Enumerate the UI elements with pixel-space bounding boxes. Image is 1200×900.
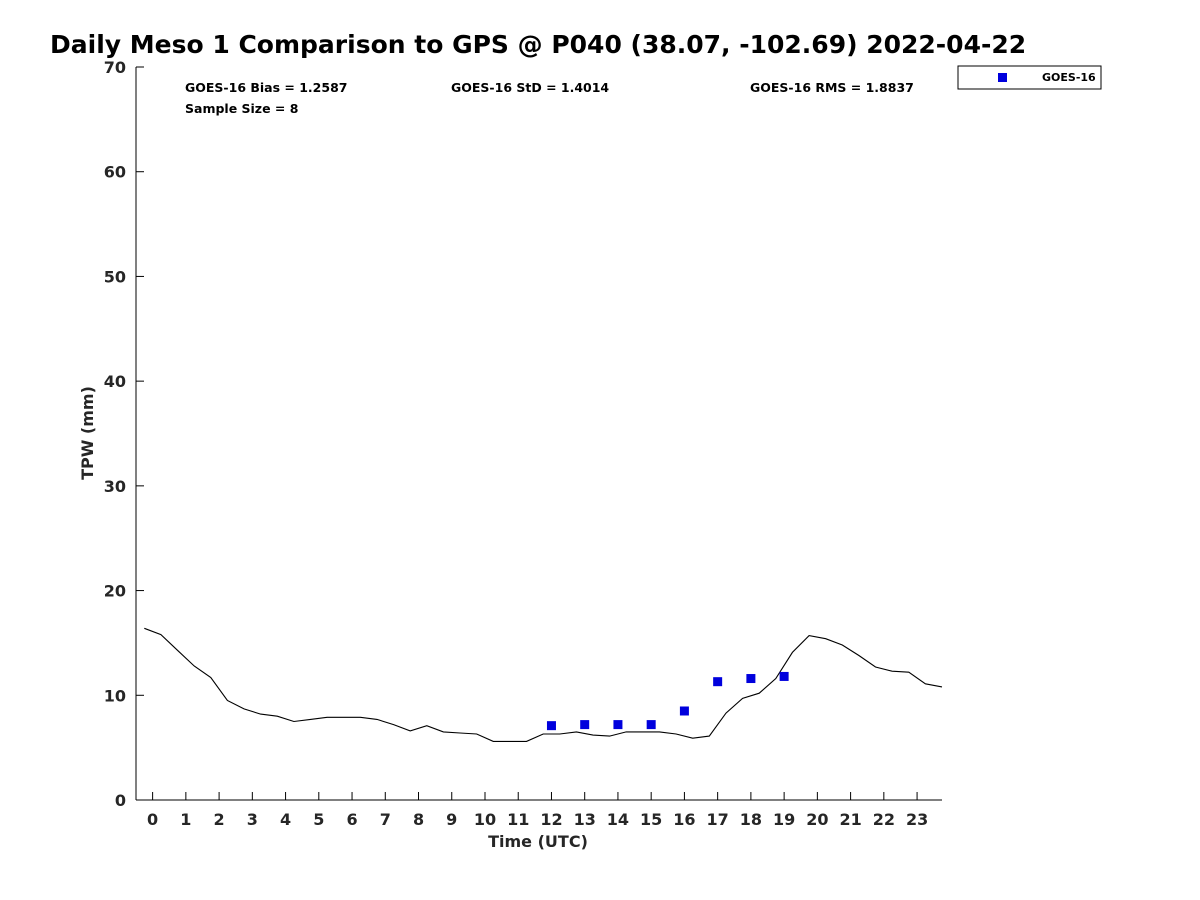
x-tick-label: 14: [607, 810, 629, 829]
gps-tpw-line: [144, 627, 943, 742]
goes16-point: [679, 706, 689, 716]
x-tick-label: 1: [180, 810, 191, 829]
legend-box: [957, 65, 1102, 90]
goes16-point: [713, 677, 723, 687]
x-tick-label: 13: [574, 810, 596, 829]
legend: GOES-16: [957, 65, 1102, 90]
sample-size-stat: Sample Size = 8: [185, 101, 298, 116]
x-tick-label: 7: [380, 810, 391, 829]
goes16-point: [580, 720, 590, 730]
legend-marker: [998, 73, 1007, 82]
y-tick-label: 20: [104, 582, 126, 601]
x-tick-label: 11: [507, 810, 529, 829]
x-tick-label: 2: [214, 810, 225, 829]
y-axis-label: TPW (mm): [78, 386, 97, 480]
x-tick-label: 9: [446, 810, 457, 829]
bias-stat: GOES-16 Bias = 1.2587: [185, 80, 347, 95]
goes16-point: [546, 721, 556, 731]
x-tick-label: 21: [839, 810, 861, 829]
x-tick-label: 23: [906, 810, 928, 829]
goes16-point: [746, 674, 756, 684]
legend-label-goes16: GOES-16: [1042, 71, 1096, 84]
chart-title: Daily Meso 1 Comparison to GPS @ P040 (3…: [50, 30, 1027, 59]
gps-line-layer: [144, 627, 943, 742]
x-tick-label: 12: [540, 810, 562, 829]
x-tick-label: 19: [773, 810, 795, 829]
y-tick-label: 0: [115, 791, 126, 810]
x-tick-label: 5: [313, 810, 324, 829]
y-tick-label: 60: [104, 163, 126, 182]
x-tick-label: 3: [247, 810, 258, 829]
x-axis-label: Time (UTC): [488, 832, 588, 851]
x-tick-label: 6: [346, 810, 357, 829]
x-tick-label: 4: [280, 810, 291, 829]
goes16-point: [779, 671, 789, 681]
y-tick-label: 70: [104, 58, 126, 77]
x-tick-label: 10: [474, 810, 496, 829]
x-tick-label: 17: [707, 810, 729, 829]
std-stat: GOES-16 StD = 1.4014: [451, 80, 609, 95]
x-tick-label: 8: [413, 810, 424, 829]
goes16-point: [613, 720, 623, 730]
y-tick-label: 50: [104, 267, 126, 286]
x-tick-label: 22: [873, 810, 895, 829]
rms-stat: GOES-16 RMS = 1.8837: [750, 80, 914, 95]
y-tick-label: 10: [104, 686, 126, 705]
x-tick-label: 18: [740, 810, 762, 829]
x-tick-label: 0: [147, 810, 158, 829]
y-tick-label: 30: [104, 477, 126, 496]
x-tick-label: 16: [673, 810, 695, 829]
x-tick-label: 20: [806, 810, 828, 829]
goes16-point: [646, 720, 656, 730]
goes16-marker-layer: [546, 671, 789, 731]
y-tick-label: 40: [104, 372, 126, 391]
x-tick-label: 15: [640, 810, 662, 829]
